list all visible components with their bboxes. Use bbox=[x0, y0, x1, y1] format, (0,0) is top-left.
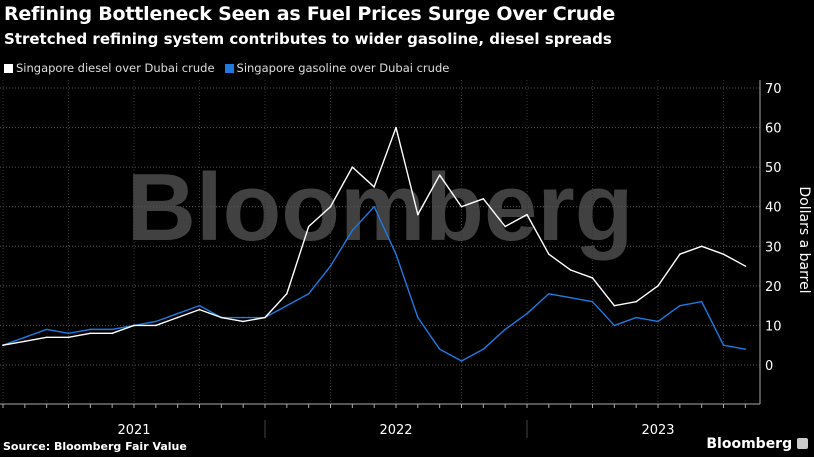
data-point-diesel bbox=[438, 174, 441, 176]
data-point-diesel bbox=[351, 166, 354, 168]
data-point-gasoline bbox=[482, 348, 485, 350]
legend-swatch-gasoline bbox=[224, 64, 234, 73]
data-point-diesel bbox=[220, 316, 223, 319]
data-point-gasoline bbox=[526, 312, 528, 315]
chart-title: Refining Bottleneck Seen as Fuel Prices … bbox=[4, 3, 616, 25]
data-point-diesel bbox=[89, 332, 92, 335]
data-point-gasoline bbox=[24, 336, 26, 339]
data-point-gasoline bbox=[45, 328, 48, 331]
data-point-diesel bbox=[657, 285, 659, 287]
y-tick-label: 50 bbox=[765, 161, 782, 176]
data-point-diesel bbox=[635, 300, 637, 303]
data-point-gasoline bbox=[569, 296, 572, 299]
data-point-gasoline bbox=[176, 312, 179, 315]
y-tick-label: 30 bbox=[765, 240, 782, 255]
data-point-diesel bbox=[198, 308, 201, 311]
data-point-diesel bbox=[548, 253, 550, 255]
data-point-gasoline bbox=[591, 300, 594, 303]
data-point-diesel bbox=[286, 292, 288, 295]
data-point-diesel bbox=[176, 316, 179, 319]
legend-label-gasoline: Singapore gasoline over Dubai crude bbox=[236, 61, 450, 75]
data-point-diesel bbox=[264, 316, 266, 319]
data-point-gasoline bbox=[111, 328, 113, 331]
data-point-diesel bbox=[24, 340, 26, 343]
x-tick-label: 2023 bbox=[641, 423, 674, 438]
data-point-gasoline bbox=[613, 324, 616, 327]
data-point-diesel bbox=[155, 324, 157, 327]
data-point-gasoline bbox=[395, 253, 397, 255]
data-point-diesel bbox=[2, 344, 4, 347]
data-point-diesel bbox=[679, 253, 681, 255]
legend-item-diesel: Singapore diesel over Dubai crude bbox=[4, 61, 215, 75]
data-point-diesel bbox=[700, 245, 703, 248]
data-point-gasoline bbox=[67, 332, 70, 335]
data-point-diesel bbox=[591, 277, 594, 279]
data-point-gasoline bbox=[198, 304, 201, 307]
data-point-gasoline bbox=[417, 316, 419, 319]
data-point-diesel bbox=[242, 320, 244, 323]
data-point-gasoline bbox=[635, 316, 637, 319]
data-point-gasoline bbox=[744, 348, 747, 350]
source-note: Source: Bloomberg Fair Value bbox=[3, 440, 187, 453]
data-point-gasoline bbox=[657, 320, 659, 323]
data-point-gasoline bbox=[373, 205, 375, 208]
brand-text: Bloomberg bbox=[706, 436, 793, 452]
data-point-gasoline bbox=[700, 300, 703, 303]
data-point-diesel bbox=[460, 205, 463, 208]
y-axis-label: Dollars a barrel bbox=[796, 186, 812, 293]
data-point-gasoline bbox=[351, 229, 354, 232]
data-point-diesel bbox=[45, 336, 48, 339]
data-point-gasoline bbox=[548, 292, 550, 295]
brand-logo: Bloomberg bbox=[706, 436, 808, 452]
data-point-diesel bbox=[569, 269, 572, 271]
y-tick-label: 10 bbox=[765, 319, 782, 334]
legend-label-diesel: Singapore diesel over Dubai crude bbox=[16, 61, 215, 75]
y-tick-label: 20 bbox=[765, 280, 782, 295]
data-point-diesel bbox=[613, 304, 616, 307]
data-point-diesel bbox=[482, 198, 485, 200]
x-tick-label: 2021 bbox=[117, 423, 150, 438]
data-point-gasoline bbox=[307, 292, 310, 295]
data-point-gasoline bbox=[89, 328, 92, 331]
y-tick-label: 60 bbox=[765, 122, 782, 137]
bloomberg-icon bbox=[797, 438, 808, 449]
data-point-gasoline bbox=[286, 304, 288, 307]
y-tick-label: 70 bbox=[765, 82, 782, 97]
y-tick-label: 0 bbox=[765, 359, 773, 374]
data-point-diesel bbox=[504, 225, 506, 228]
data-point-diesel bbox=[373, 186, 375, 188]
y-tick-label: 40 bbox=[765, 201, 782, 216]
data-point-gasoline bbox=[329, 265, 332, 267]
x-tick-label: 2022 bbox=[379, 423, 412, 438]
legend: Singapore diesel over Dubai crude Singap… bbox=[4, 61, 449, 75]
data-point-diesel bbox=[744, 265, 747, 267]
data-point-gasoline bbox=[679, 304, 681, 307]
data-point-diesel bbox=[67, 336, 70, 339]
data-point-diesel bbox=[307, 225, 310, 228]
data-point-diesel bbox=[395, 126, 397, 129]
data-point-gasoline bbox=[722, 344, 725, 347]
data-point-gasoline bbox=[155, 320, 157, 323]
legend-item-gasoline: Singapore gasoline over Dubai crude bbox=[224, 61, 450, 75]
data-point-gasoline bbox=[242, 316, 244, 319]
data-point-gasoline bbox=[460, 360, 463, 362]
legend-swatch-diesel bbox=[4, 64, 13, 73]
data-point-diesel bbox=[329, 205, 332, 208]
chart-subtitle: Stretched refining system contributes to… bbox=[4, 30, 612, 48]
data-point-gasoline bbox=[438, 348, 441, 350]
data-point-diesel bbox=[417, 213, 419, 216]
data-point-diesel bbox=[722, 253, 725, 255]
data-point-gasoline bbox=[504, 328, 506, 331]
data-point-diesel bbox=[133, 324, 135, 327]
data-point-diesel bbox=[526, 213, 528, 216]
data-point-diesel bbox=[111, 332, 113, 335]
